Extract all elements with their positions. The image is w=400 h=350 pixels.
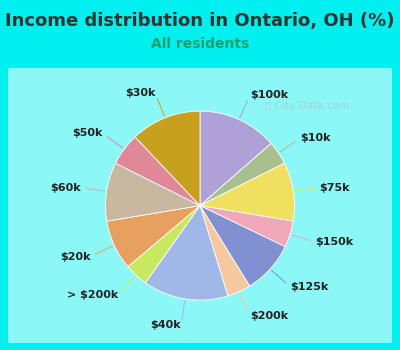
Text: $60k: $60k [50, 183, 80, 193]
Wedge shape [135, 111, 200, 206]
Text: $50k: $50k [72, 128, 103, 139]
Text: All residents: All residents [151, 37, 249, 51]
Text: $75k: $75k [320, 183, 350, 193]
Text: $125k: $125k [290, 282, 328, 292]
Text: $20k: $20k [60, 252, 90, 261]
Text: $150k: $150k [315, 237, 354, 247]
Wedge shape [200, 206, 285, 286]
Wedge shape [146, 206, 228, 300]
Wedge shape [107, 206, 200, 267]
Text: $40k: $40k [150, 320, 181, 330]
Text: $30k: $30k [125, 88, 155, 98]
Wedge shape [200, 144, 284, 206]
Wedge shape [116, 137, 200, 206]
Text: $200k: $200k [250, 311, 288, 321]
Wedge shape [200, 111, 271, 206]
Text: Income distribution in Ontario, OH (%): Income distribution in Ontario, OH (%) [5, 12, 395, 30]
Wedge shape [200, 163, 294, 221]
Wedge shape [106, 163, 200, 221]
Wedge shape [200, 206, 293, 247]
Text: > $200k: > $200k [67, 290, 118, 300]
Wedge shape [200, 206, 250, 296]
Text: Ⓢ City-Data.com: Ⓢ City-Data.com [265, 101, 350, 111]
Text: $10k: $10k [300, 133, 331, 143]
Text: $100k: $100k [250, 90, 288, 100]
Wedge shape [128, 206, 200, 283]
